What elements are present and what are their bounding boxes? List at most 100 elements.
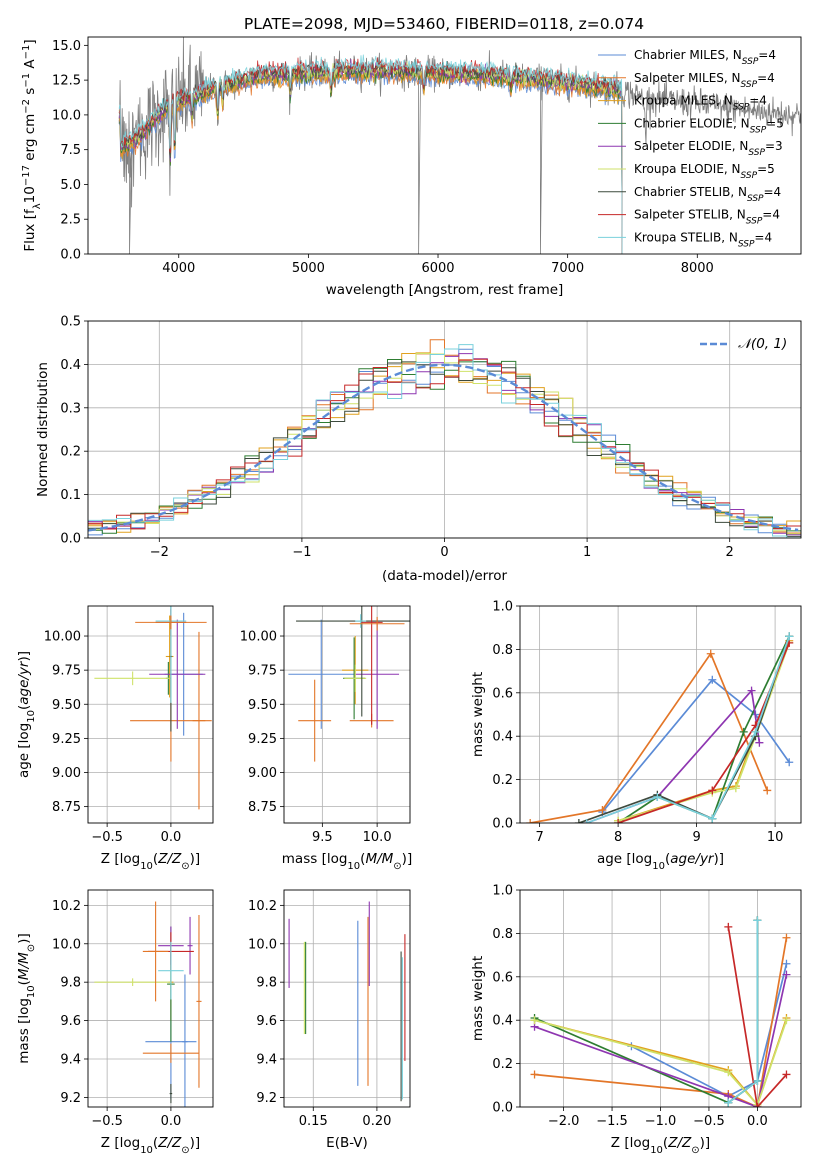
x-tick-label: −2: [150, 545, 169, 560]
x-axis-label: mass [log10(M/M⊙)]: [282, 851, 412, 872]
data-point-marker: [782, 933, 791, 942]
panel-mass_vs_EBV: 0.15 0.20 9.2 9.4 9.6 9.8 10.0 10.2: [248, 889, 411, 1129]
data-point-marker: [708, 814, 717, 823]
legend-entry: Salpeter MILES, NSSP=4: [634, 71, 775, 90]
x-axis-label: wavelength [Angstrom, rest frame]: [326, 282, 564, 298]
legend-entry: Salpeter ELODIE, NSSP=3: [634, 139, 783, 158]
x-axis-label: Z [log10(Z/Z⊙)]: [101, 851, 200, 872]
x-tick-label: 0.0: [161, 830, 182, 845]
x-tick-label: 7: [535, 830, 543, 845]
model-line-kroupa-elodie: [118, 61, 623, 254]
axes-frame: [87, 605, 214, 824]
series-line-salpeter-elodie: [534, 974, 788, 1107]
error-point: [142, 901, 169, 1002]
x-tick-label: −1: [292, 545, 311, 560]
y-axis-label: mass weight: [470, 956, 486, 1041]
x-tick-label: 4000: [162, 261, 195, 276]
y-tick-label: 9.6: [256, 1014, 277, 1029]
error-point: [142, 1043, 199, 1063]
panel-mass_vs_Z: −0.5 0.0 9.2 9.4 9.6 9.8 10.0 10.2 Z [log10(Z/Z⊙…: [16, 889, 214, 1156]
y-tick-label: 10.00: [240, 630, 277, 645]
data-point-marker: [526, 819, 535, 823]
x-tick-label: 0: [440, 545, 448, 560]
y-axis-label: age [log10(age/yr)]: [16, 651, 37, 778]
x-tick-label: 9.5: [312, 830, 333, 845]
histogram-step-chabrier-stelib: [88, 361, 801, 537]
y-tick-label: 0.0: [492, 817, 513, 832]
plot-area: [88, 890, 213, 1107]
y-tick-label: 0.0: [60, 248, 81, 263]
data-point-marker: [706, 649, 715, 658]
data-point-marker: [782, 959, 791, 968]
y-tick-label: 10.2: [52, 899, 81, 914]
x-tick-label: 6000: [421, 261, 454, 276]
data-point-marker: [751, 727, 760, 736]
model-line-kroupa-stelib: [118, 54, 623, 254]
data-point-marker: [708, 675, 717, 684]
legend-entry: Kroupa STELIB, NSSP=4: [634, 230, 772, 249]
error-point: [182, 974, 188, 1107]
data-point-marker: [708, 786, 717, 795]
y-tick-label: 0.4: [492, 730, 513, 745]
data-point-marker: [724, 1098, 733, 1107]
y-tick-label: 9.2: [60, 1091, 81, 1106]
y-axis-label: mass [log10(M/M⊙)]: [16, 933, 37, 1063]
y-tick-label: 0.4: [492, 1014, 513, 1029]
data-point-marker: [753, 1076, 762, 1085]
y-tick-label: 1.0: [492, 884, 513, 899]
x-tick-label: 8000: [681, 261, 714, 276]
plot-area: [118, 37, 801, 254]
x-tick-label: −0.5: [91, 1114, 123, 1129]
plot-area: [520, 890, 801, 1107]
data-point-marker: [763, 786, 772, 795]
y-tick-label: 10.0: [248, 937, 277, 952]
panel-residuals: −2 −1 0 1 2 0.0 0.1 0.2 0.3 0.4 0.5 𝒩(0, 1) (data-mo…: [35, 315, 802, 584]
axes-frame: [283, 605, 411, 824]
data-point-marker: [731, 784, 740, 793]
axes-frame: [519, 605, 802, 824]
panel-age_vs_mass: 9.5 10.0 8.75 9.00 9.25 9.50 9.75 10.00 mass [lo…: [240, 605, 412, 872]
series-line-chabrier-miles: [601, 678, 790, 813]
x-tick-label: 1: [583, 545, 591, 560]
plot-area: [520, 606, 801, 823]
y-tick-label: 9.00: [248, 766, 277, 781]
legend-entry: Chabrier MILES, NSSP=4: [634, 48, 776, 67]
y-tick-label: 10.0: [52, 937, 81, 952]
data-point-marker: [724, 922, 733, 931]
y-tick-label: 9.2: [256, 1091, 277, 1106]
legend-entry: Chabrier STELIB, NSSP=4: [634, 185, 781, 204]
y-tick-label: 9.4: [256, 1052, 277, 1067]
y-tick-label: 15.0: [52, 39, 81, 54]
legend-entry: Kroupa ELODIE, NSSP=5: [634, 162, 775, 181]
axes-frame: [87, 889, 214, 1108]
data-point-marker: [755, 738, 764, 747]
y-tick-label: 0.0: [492, 1101, 513, 1116]
error-point: [94, 978, 171, 987]
error-point: [149, 619, 206, 729]
plot-area: [88, 606, 213, 823]
data-point-marker: [598, 805, 607, 814]
axes-frame: [87, 36, 802, 255]
gaussian-reference-line: [88, 363, 799, 532]
y-tick-label: 0.2: [492, 1057, 513, 1072]
x-tick-label: 10.0: [363, 830, 392, 845]
model-line-salpeter-elodie: [118, 58, 623, 254]
histogram-step-salpeter-miles: [88, 339, 801, 534]
x-tick-label: −1.5: [596, 1114, 628, 1129]
error-point: [288, 619, 355, 729]
y-tick-label: 0.4: [60, 358, 81, 373]
y-tick-label: 9.50: [52, 698, 81, 713]
y-axis-label: mass weight: [470, 672, 486, 757]
y-tick-label: 9.25: [248, 732, 277, 747]
y-tick-label: 9.25: [52, 732, 81, 747]
legend-entry: Chabrier ELODIE, NSSP=5: [634, 116, 784, 135]
series-line-salpeter-stelib: [727, 926, 788, 1107]
data-point-marker: [574, 819, 583, 823]
error-point: [355, 614, 367, 628]
data-point-marker: [782, 1016, 791, 1025]
y-tick-label: 0.5: [60, 315, 81, 330]
error-point: [169, 1083, 173, 1104]
panel-spectrum: 4000 5000 6000 7000 8000 0.0 2.5 5.0 7.5 10.0 12.5…: [21, 36, 802, 298]
figure-title: PLATE=2098, MJD=53460, FIBERID=0118, z=0…: [244, 15, 644, 33]
y-tick-label: 9.8: [256, 976, 277, 991]
